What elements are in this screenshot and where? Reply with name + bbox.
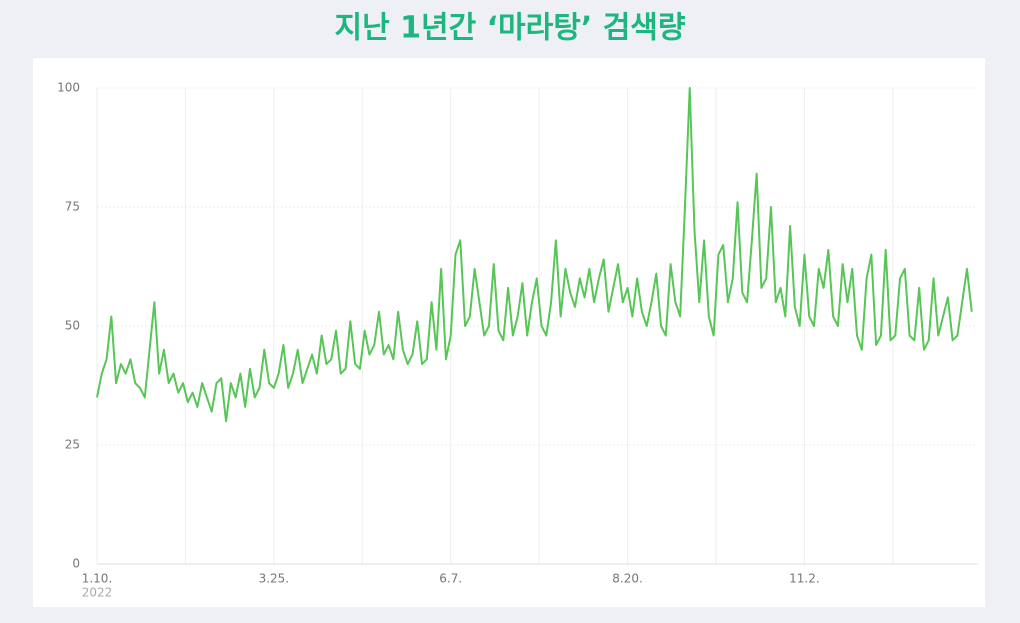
y-tick-label: 50 xyxy=(65,319,80,333)
y-tick-label: 0 xyxy=(72,557,80,571)
panel xyxy=(33,58,985,607)
x-sublabel: 2022 xyxy=(82,586,113,600)
y-tick-label: 100 xyxy=(57,81,80,95)
x-tick-label: 6.7. xyxy=(439,572,462,586)
x-tick-label: 3.25. xyxy=(259,572,290,586)
y-tick-label: 25 xyxy=(65,438,80,452)
x-tick-label: 11.2. xyxy=(789,572,820,586)
x-tick-label: 1.10. xyxy=(82,572,113,586)
x-tick-label: 8.20. xyxy=(612,572,643,586)
line xyxy=(96,87,973,423)
y-tick-label: 75 xyxy=(65,200,80,214)
chart-title: 지난 1년간 ‘마라탕’ 검색량 xyxy=(335,11,686,46)
